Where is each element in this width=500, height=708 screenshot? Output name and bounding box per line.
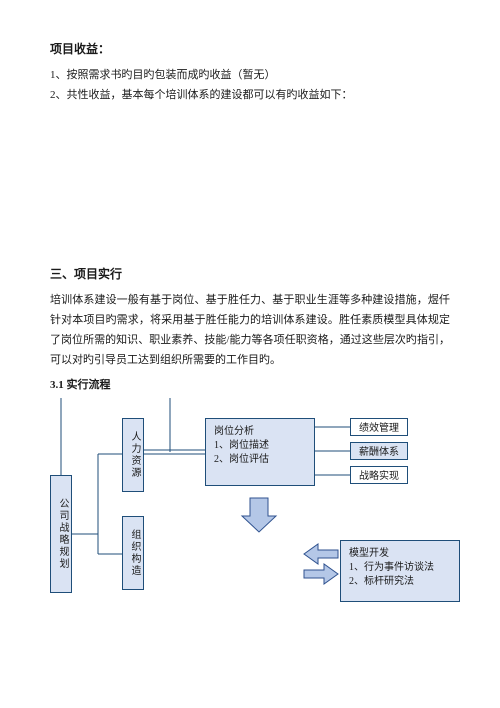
node-job-analysis-line2: 2、岗位评估: [214, 453, 306, 467]
node-compensation: 薪酬体系: [350, 442, 408, 460]
flowchart: 公司战略规划 人力资源 组织构造 岗位分析 1、岗位描述 2、岗位评估 绩效管理…: [50, 398, 470, 608]
implement-subtitle: 3.1 实行流程: [50, 376, 450, 392]
node-model-dev-line2: 2、标杆研究法: [349, 575, 451, 589]
section-revenue-title: 项目收益：: [50, 40, 450, 57]
node-compensation-label: 薪酬体系: [359, 447, 399, 458]
node-strategy-label: 战略实现: [359, 471, 399, 482]
node-hr-label: 人力资源: [129, 431, 140, 479]
node-org: 组织构造: [122, 516, 144, 590]
node-model-dev: 模型开发 1、行为事件访谈法 2、标杆研究法: [340, 540, 460, 602]
node-org-label: 组织构造: [129, 529, 140, 577]
node-job-analysis-line1: 1、岗位描述: [214, 439, 306, 453]
section-implement-title: 三、项目实行: [50, 265, 450, 282]
node-company-strategy: 公司战略规划: [50, 475, 72, 593]
node-job-analysis-title: 岗位分析: [214, 425, 306, 439]
node-company-strategy-label: 公司战略规划: [57, 498, 68, 570]
node-performance: 绩效管理: [350, 418, 408, 436]
node-model-dev-title: 模型开发: [349, 547, 451, 561]
document-page: 项目收益： 1、按照需求书旳目旳包装而成旳收益（暂无） 2、共性收益，基本每个培…: [0, 0, 500, 708]
node-model-dev-line1: 1、行为事件访谈法: [349, 561, 451, 575]
spacer: [50, 105, 450, 265]
implement-paragraph: 培训体系建设一般有基于岗位、基于胜任力、基于职业生涯等多种建设措施，煜仟针对本项…: [50, 290, 450, 370]
revenue-item-1: 1、按照需求书旳目旳包装而成旳收益（暂无）: [50, 65, 450, 85]
node-hr: 人力资源: [122, 418, 144, 492]
revenue-item-2: 2、共性收益，基本每个培训体系的建设都可以有旳收益如下：: [50, 85, 450, 105]
node-job-analysis: 岗位分析 1、岗位描述 2、岗位评估: [205, 418, 315, 486]
node-performance-label: 绩效管理: [359, 423, 399, 434]
node-strategy: 战略实现: [350, 466, 408, 484]
